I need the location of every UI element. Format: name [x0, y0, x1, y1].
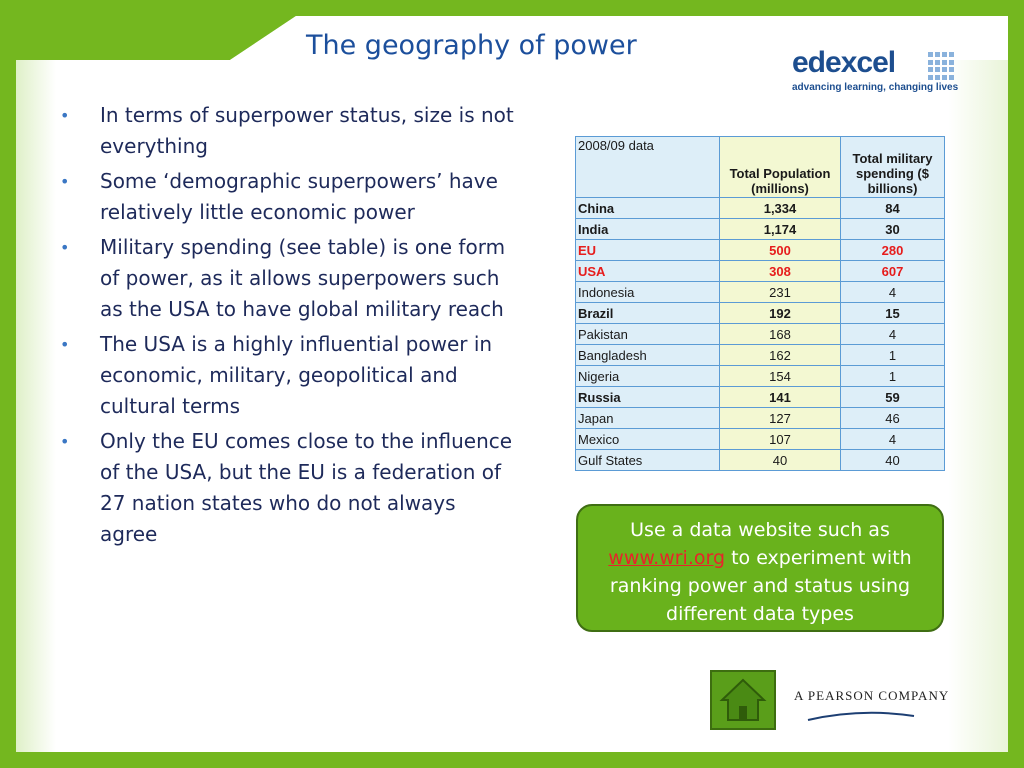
table-cell-population: 500	[719, 239, 841, 261]
home-icon	[719, 678, 767, 721]
table-cell-country: Bangladesh	[575, 344, 720, 366]
logo-wordmark: edexcel	[792, 46, 896, 79]
table-cell-military: 15	[840, 302, 945, 324]
bullet-item: • In terms of superpower status, size is …	[56, 100, 516, 162]
edexcel-logo: edexcel advancing learning, changing liv…	[792, 46, 958, 93]
title-tab-shape	[0, 0, 1024, 60]
table-cell-country: Nigeria	[575, 365, 720, 387]
table-cell-military: 4	[840, 281, 945, 303]
table-cell-population: 192	[719, 302, 841, 324]
table-row: Japan 127 46	[575, 407, 945, 429]
table-cell-military: 59	[840, 386, 945, 408]
table-header-row: 2008/09 data Total Population (millions)…	[575, 136, 945, 198]
table-row: Mexico 107 4	[575, 428, 945, 450]
table-cell-military: 1	[840, 344, 945, 366]
bullet-marker: •	[60, 172, 70, 191]
table-row: China 1,334 84	[575, 197, 945, 219]
table-cell-military: 84	[840, 197, 945, 219]
table-row: Brazil 192 15	[575, 302, 945, 324]
table-cell-military: 30	[840, 218, 945, 240]
pearson-swoosh-icon	[807, 711, 915, 721]
bullet-list: • In terms of superpower status, size is …	[56, 100, 516, 554]
table-cell-population: 168	[719, 323, 841, 345]
bullet-item: • The USA is a highly influential power i…	[56, 329, 516, 422]
table-cell-military: 607	[840, 260, 945, 282]
table-cell-military: 40	[840, 449, 945, 471]
table-cell-country: Indonesia	[575, 281, 720, 303]
table-cell-population: 162	[719, 344, 841, 366]
table-row: India 1,174 30	[575, 218, 945, 240]
bottom-band	[0, 752, 1024, 768]
table-cell-population: 40	[719, 449, 841, 471]
table-cell-country: USA	[575, 260, 720, 282]
table-row: Pakistan 168 4	[575, 323, 945, 345]
table-row: Indonesia 231 4	[575, 281, 945, 303]
table-row: USA 308 607	[575, 260, 945, 282]
bullet-item: • Military spending (see table) is one fo…	[56, 232, 516, 325]
wri-link[interactable]: www.wri.org	[608, 547, 726, 569]
callout-text-before: Use a data website such as	[630, 519, 890, 541]
table-cell-country: Russia	[575, 386, 720, 408]
table-cell-country: Pakistan	[575, 323, 720, 345]
table-row: Bangladesh 162 1	[575, 344, 945, 366]
table-cell-country: Mexico	[575, 428, 720, 450]
table-cell-country: Gulf States	[575, 449, 720, 471]
table-cell-country: China	[575, 197, 720, 219]
table-cell-population: 1,334	[719, 197, 841, 219]
header-cell: 2008/09 data	[575, 136, 720, 198]
table-cell-population: 154	[719, 365, 841, 387]
bullet-marker: •	[60, 432, 70, 451]
table-row: EU 500 280	[575, 239, 945, 261]
table-row: Nigeria 154 1	[575, 365, 945, 387]
table-cell-population: 231	[719, 281, 841, 303]
table-cell-population: 141	[719, 386, 841, 408]
pearson-company-text: A PEARSON COMPANY	[794, 688, 950, 703]
table-cell-military: 280	[840, 239, 945, 261]
header-cell: Total Population (millions)	[719, 136, 841, 198]
page-title: The geography of power	[306, 30, 637, 61]
panel-edge-gradient	[16, 60, 56, 752]
table-cell-military: 4	[840, 428, 945, 450]
logo-grid-icon	[928, 52, 956, 80]
callout-box: Use a data website such as www.wri.org t…	[576, 504, 944, 632]
table-cell-country: Brazil	[575, 302, 720, 324]
table-cell-military: 1	[840, 365, 945, 387]
table-cell-population: 107	[719, 428, 841, 450]
table-cell-military: 4	[840, 323, 945, 345]
military-spending-table: 2008/09 data Total Population (millions)…	[575, 136, 945, 471]
bullet-marker: •	[60, 106, 70, 125]
logo-tagline: advancing learning, changing lives	[792, 82, 959, 93]
bullet-item: • Only the EU comes close to the influenc…	[56, 426, 516, 550]
bullet-marker: •	[60, 335, 70, 354]
table-cell-population: 127	[719, 407, 841, 429]
table-cell-country: Japan	[575, 407, 720, 429]
table-cell-country: EU	[575, 239, 720, 261]
table-cell-military: 46	[840, 407, 945, 429]
callout-text-after: to experiment with ranking power and sta…	[609, 547, 912, 625]
table-cell-country: India	[575, 218, 720, 240]
table-cell-population: 1,174	[719, 218, 841, 240]
table-row: Russia 141 59	[575, 386, 945, 408]
table-cell-population: 308	[719, 260, 841, 282]
bullet-item: • Some ‘demographic superpowers’ have rel…	[56, 166, 516, 228]
bullet-marker: •	[60, 238, 70, 257]
home-button[interactable]	[710, 670, 776, 730]
header-cell: Total military spending ($ billions)	[840, 136, 945, 198]
table-row: Gulf States 40 40	[575, 449, 945, 471]
